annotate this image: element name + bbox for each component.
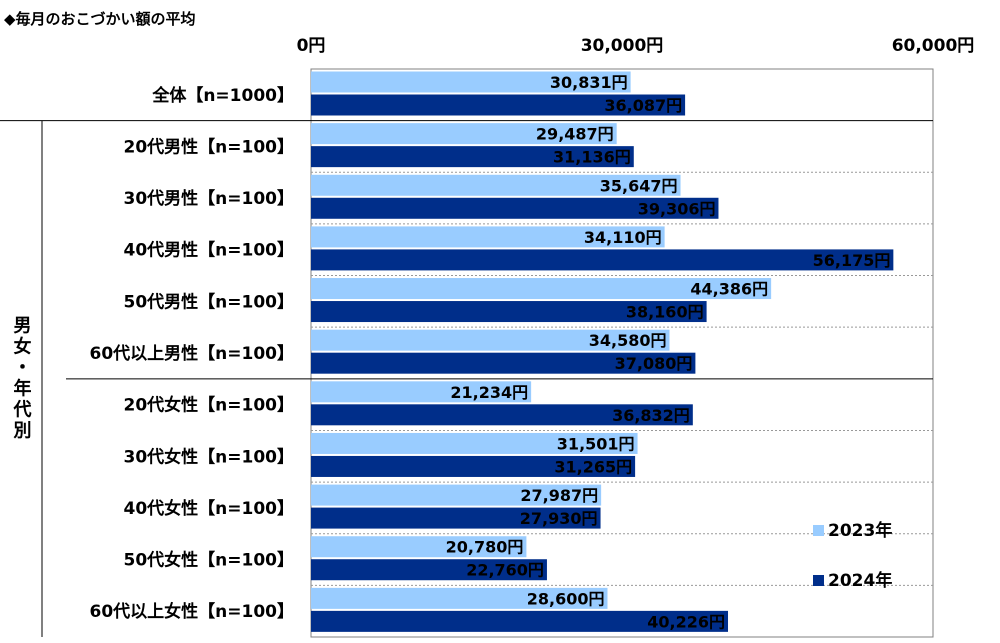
- category-label: 30代男性【n=100】: [124, 188, 295, 209]
- legend-label: 2024年: [828, 570, 892, 591]
- category-label: 60代以上女性【n=100】: [90, 601, 295, 622]
- bar-label-2024: 56,175円: [813, 251, 891, 270]
- bar-2023: [311, 432, 638, 454]
- category-label: 全体【n=1000】: [151, 85, 294, 106]
- bar-2023: [311, 587, 608, 609]
- bar-label-2023: 28,600円: [527, 589, 605, 608]
- chart-title: ◆毎月のおこづかい額の平均: [4, 10, 196, 28]
- legend-swatch-2024年: [813, 575, 824, 586]
- bar-2024: [311, 197, 719, 219]
- bar-2023: [311, 536, 527, 558]
- bar-2024: [311, 559, 547, 581]
- bar-label-2024: 36,832円: [612, 406, 690, 425]
- bar-label-2023: 34,110円: [584, 228, 662, 247]
- bar-2023: [311, 381, 532, 403]
- bar-label-2023: 35,647円: [600, 176, 678, 195]
- bar-label-2023: 20,780円: [446, 538, 524, 557]
- bar-2024: [311, 352, 696, 374]
- category-label: 40代男性【n=100】: [124, 240, 295, 261]
- bar-2023: [311, 71, 631, 93]
- bar-2024: [311, 94, 686, 116]
- bar-2023: [311, 123, 617, 145]
- bar-2024: [311, 301, 707, 323]
- category-label: 60代以上男性【n=100】: [90, 343, 295, 364]
- category-label: 20代女性【n=100】: [124, 395, 295, 416]
- bar-2023: [311, 329, 670, 351]
- legend-label: 2023年: [828, 520, 892, 541]
- bar-label-2024: 27,930円: [520, 509, 598, 528]
- bar-2023: [311, 174, 681, 196]
- bar-label-2023: 34,580円: [589, 331, 667, 350]
- bar-label-2023: 21,234円: [450, 383, 528, 402]
- bar-2023: [311, 226, 665, 248]
- bar-label-2024: 36,087円: [604, 96, 682, 115]
- category-label: 50代男性【n=100】: [124, 291, 295, 312]
- bar-label-2024: 40,226円: [647, 612, 725, 631]
- bar-2023: [311, 278, 772, 300]
- bar-2024: [311, 404, 693, 426]
- bar-2024: [311, 146, 634, 168]
- bar-label-2023: 31,501円: [557, 434, 635, 453]
- bar-label-2024: 31,136円: [553, 148, 631, 167]
- bar-2024: [311, 507, 601, 529]
- bar-label-2023: 27,987円: [520, 486, 598, 505]
- bar-label-2023: 44,386円: [690, 280, 768, 299]
- category-label: 30代女性【n=100】: [124, 446, 295, 467]
- bar-label-2023: 29,487円: [536, 125, 614, 144]
- group-label: 男女・年代別: [11, 316, 33, 442]
- legend-swatch-2023年: [813, 525, 824, 536]
- bar-2024: [311, 610, 729, 632]
- bar-2024: [311, 455, 636, 477]
- bar-label-2023: 30,831円: [550, 73, 628, 92]
- bar-2023: [311, 484, 602, 506]
- bar-label-2024: 37,080円: [615, 354, 693, 373]
- bar-label-2024: 22,760円: [466, 561, 544, 580]
- x-tick-label: 30,000円: [581, 36, 664, 56]
- bar-label-2024: 39,306円: [638, 199, 716, 218]
- bar-2024: [311, 249, 894, 271]
- category-label: 20代男性【n=100】: [124, 136, 295, 157]
- x-tick-label: 60,000円: [892, 36, 975, 56]
- category-label: 40代女性【n=100】: [124, 498, 295, 519]
- x-tick-label: 0円: [297, 36, 326, 56]
- bar-label-2024: 38,160円: [626, 303, 704, 322]
- bar-label-2024: 31,265円: [554, 457, 632, 476]
- category-label: 50代女性【n=100】: [124, 550, 295, 571]
